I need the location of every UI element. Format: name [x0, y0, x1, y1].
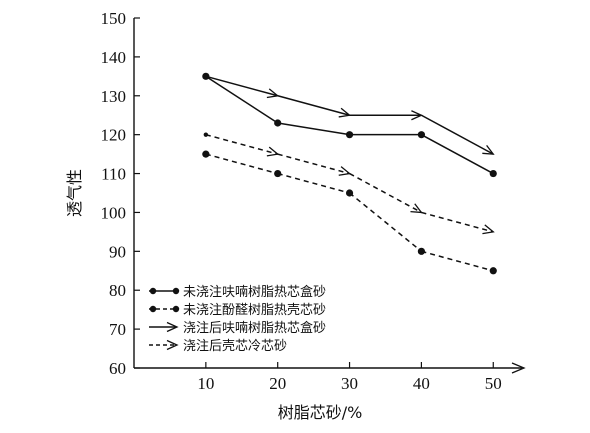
y-tick-label: 150: [101, 9, 127, 28]
series-1: [202, 72, 497, 178]
series-1-segment: [277, 122, 350, 136]
series-3-segment: [277, 95, 350, 116]
x-tick-label: 40: [413, 374, 430, 393]
legend-marker: [172, 287, 180, 295]
legend-item: 未浇注酚醛树脂热壳芯砂: [149, 302, 326, 318]
x-tick-label: 50: [485, 374, 502, 393]
legend-label: 浇注后呋喃树脂热芯盒砂: [183, 320, 326, 336]
series-2-point: [345, 189, 354, 197]
series-4-point: [266, 146, 280, 157]
series-4-segment: [421, 211, 494, 233]
series-1-segment: [205, 75, 279, 124]
series-4-point: [482, 224, 495, 235]
legend-marker: [166, 339, 179, 351]
series-1-segment: [421, 134, 494, 175]
series-4-point: [338, 166, 352, 176]
series-3: [203, 74, 495, 155]
legend-item: 浇注后壳芯冷芯砂: [149, 339, 287, 354]
series-1-point: [417, 131, 426, 139]
x-axis-arrowhead: [511, 362, 526, 374]
y-tick-label: 120: [101, 126, 127, 145]
y-tick-label: 110: [101, 165, 126, 184]
plot-layer: 60 70 80 90 100 110 120 130 140 150 10 20 30 40 50 未浇注呋…: [101, 9, 526, 393]
series-3-segment: [421, 114, 494, 155]
y-tick-label: 70: [109, 320, 126, 339]
legend-item: 浇注后呋喃树脂热芯盒砂: [149, 320, 326, 336]
legend-label: 未浇注呋喃树脂热芯盒砂: [183, 284, 326, 300]
x-axis-title: 树脂芯砂/%: [278, 403, 363, 422]
y-tick-label: 60: [109, 359, 126, 378]
series-3-point: [482, 144, 495, 155]
series-4: [203, 132, 495, 235]
series-2-point: [202, 150, 210, 158]
legend-marker: [149, 287, 157, 295]
series-2: [202, 150, 497, 275]
series-3-point: [338, 107, 352, 118]
series-2-segment: [205, 153, 278, 175]
series-4-segment: [349, 172, 422, 214]
series-4-segment: [205, 133, 278, 155]
y-tick-label: 130: [101, 87, 127, 106]
series-2-point: [417, 247, 426, 255]
legend-label: 浇注后壳芯冷芯砂: [183, 339, 287, 354]
y-tick-label: 80: [109, 281, 126, 300]
legend-label: 未浇注酚醛树脂热壳芯砂: [183, 302, 326, 318]
legend-marker: [166, 321, 179, 333]
series-2-segment: [421, 250, 494, 272]
series-2-segment: [349, 192, 422, 252]
series-3-point: [266, 88, 280, 99]
y-tick-label: 140: [101, 48, 127, 67]
legend: 未浇注呋喃树脂热芯盒砂未浇注酚醛树脂热壳芯砂浇注后呋喃树脂热芯盒砂浇注后壳芯冷芯…: [149, 284, 326, 354]
series-2-segment: [277, 172, 350, 194]
y-tick-label: 90: [109, 242, 126, 261]
y-tick-label: 100: [101, 203, 127, 222]
series-1-point: [274, 119, 282, 127]
x-tick-label: 10: [197, 374, 214, 393]
x-tick-label: 20: [269, 374, 286, 393]
y-axis-title: 透气性: [65, 169, 84, 217]
legend-marker: [172, 305, 180, 313]
series-3-segment: [205, 75, 278, 97]
series-4-point: [203, 132, 209, 137]
legend-item: 未浇注呋喃树脂热芯盒砂: [149, 284, 326, 300]
legend-marker: [149, 305, 157, 313]
series-1-point: [489, 169, 497, 178]
series-1-point: [345, 131, 354, 139]
series-2-point: [274, 169, 282, 178]
x-tick-label: 30: [341, 374, 358, 393]
series-3-point: [203, 74, 209, 79]
series-4-point: [410, 203, 423, 214]
series-2-point: [489, 267, 497, 275]
series-4-segment: [277, 153, 350, 175]
series-3-point: [411, 110, 423, 121]
